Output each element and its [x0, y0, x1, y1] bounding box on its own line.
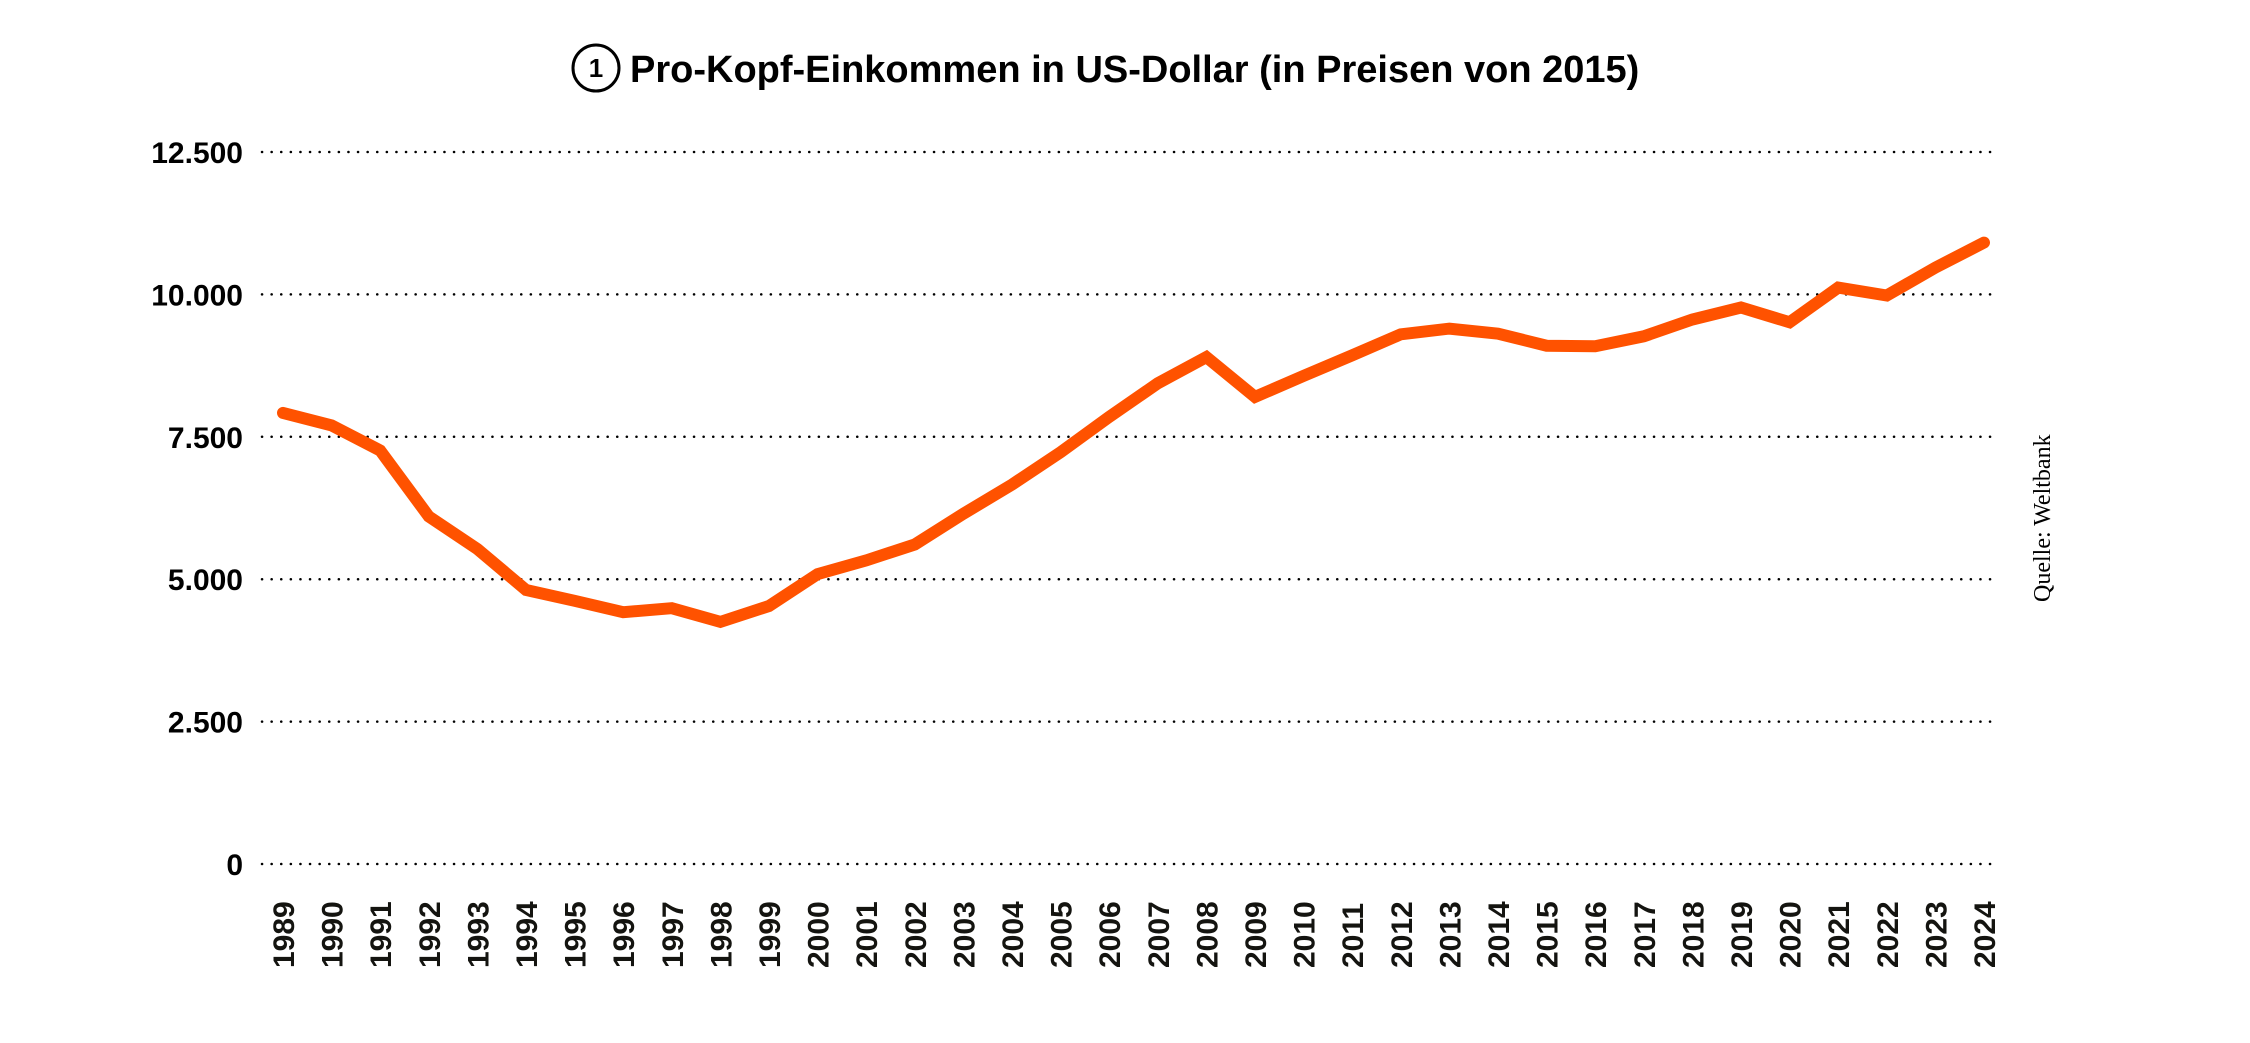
- x-axis-ticks: 1989 1990 1991 1992 1993 1994 1995 1996 1997 1998…: [268, 901, 2002, 968]
- y-tick-label: 10.000: [151, 279, 243, 312]
- x-tick-label: 2002: [900, 901, 933, 968]
- x-tick-label: 2007: [1143, 901, 1176, 968]
- series-layer: [277, 236, 1990, 629]
- x-tick-label: 2021: [1823, 901, 1856, 968]
- number-badge-circle: [571, 43, 621, 93]
- y-tick-label: 2.500: [168, 707, 243, 740]
- x-tick-label: 1996: [608, 901, 641, 968]
- x-tick-label: 2020: [1775, 901, 1808, 968]
- x-tick-label: 2014: [1483, 901, 1516, 968]
- y-tick-label: 7.500: [168, 422, 243, 455]
- x-tick-label: 2009: [1240, 901, 1273, 968]
- x-tick-label: 2000: [803, 901, 836, 968]
- x-tick-label: 1989: [268, 901, 301, 968]
- gridlines: [260, 150, 1999, 866]
- x-tick-label: 2024: [1969, 901, 2002, 968]
- number-badge: 1: [589, 53, 603, 83]
- x-tick-label: 1995: [560, 901, 593, 968]
- x-tick-label: 1992: [414, 901, 447, 968]
- y-tick-label: 0: [226, 849, 243, 882]
- x-tick-label: 2019: [1726, 901, 1759, 968]
- y-tick-label: 5.000: [168, 564, 243, 597]
- chart-title: 1 Pro-Kopf-Einkommen in US-Dollar (in Pr…: [571, 43, 1639, 93]
- x-tick-label: 2012: [1386, 901, 1419, 968]
- source-note: Quelle: Weltbank: [2030, 434, 2056, 602]
- x-tick-label: 2008: [1191, 901, 1224, 968]
- x-tick-label: 2004: [997, 901, 1030, 968]
- x-tick-label: 2022: [1872, 901, 1905, 968]
- y-axis-ticks: 0 2.500 5.000 7.500 10.000 12.500: [151, 137, 243, 882]
- chart-title-text: Pro-Kopf-Einkommen in US-Dollar (in Prei…: [630, 49, 1639, 91]
- series-line: [277, 236, 1990, 629]
- x-tick-label: 1998: [705, 901, 738, 968]
- x-tick-label: 1994: [511, 901, 544, 968]
- x-tick-label: 2018: [1677, 901, 1710, 968]
- x-tick-label: 1990: [317, 901, 350, 968]
- x-tick-label: 1997: [657, 901, 690, 968]
- x-tick-label: 2017: [1629, 901, 1662, 968]
- x-tick-label: 2003: [948, 901, 981, 968]
- x-tick-label: 1991: [365, 901, 398, 968]
- x-tick-label: 2015: [1532, 901, 1565, 968]
- x-tick-label: 2010: [1289, 901, 1322, 968]
- x-tick-label: 2005: [1046, 901, 1079, 968]
- x-tick-label: 2023: [1920, 901, 1953, 968]
- x-tick-label: 2016: [1580, 901, 1613, 968]
- y-tick-label: 12.500: [151, 137, 243, 170]
- x-tick-label: 2006: [1094, 901, 1127, 968]
- x-tick-label: 2001: [851, 901, 884, 968]
- x-tick-label: 1999: [754, 901, 787, 968]
- x-tick-label: 2011: [1337, 903, 1370, 968]
- x-tick-label: 1993: [462, 901, 495, 968]
- x-tick-label: 2013: [1434, 901, 1467, 968]
